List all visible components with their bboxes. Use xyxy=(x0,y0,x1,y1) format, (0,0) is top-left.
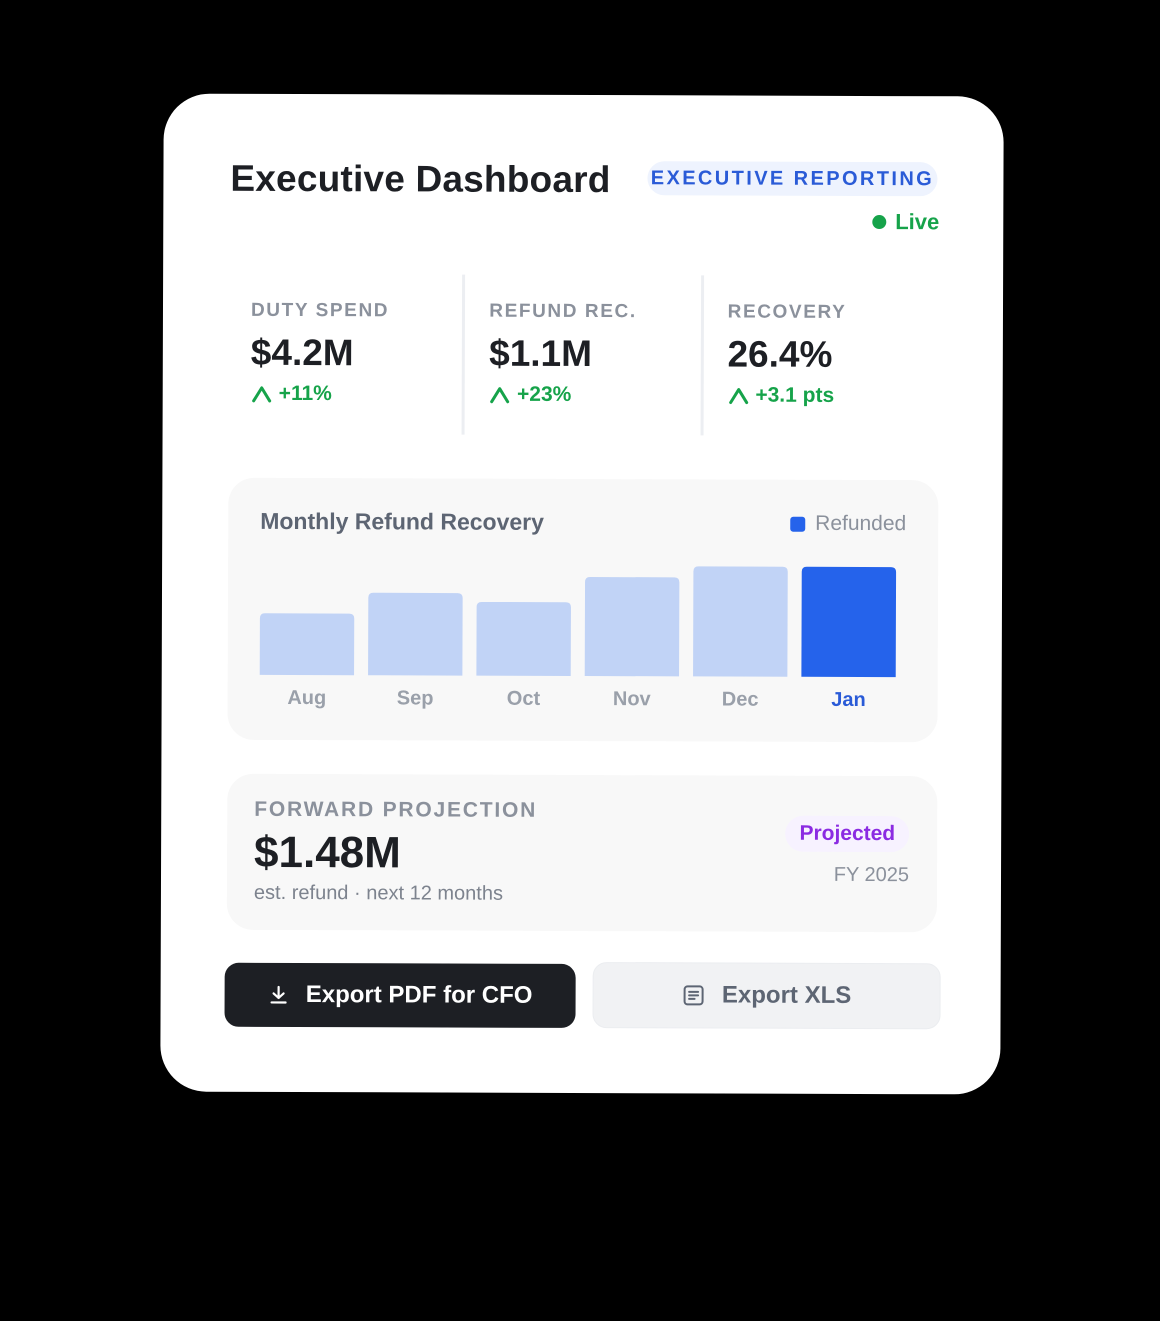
kpi-value: $1.1M xyxy=(489,332,593,375)
kpi-refund-rec: REFUND REC. $1.1M +23% xyxy=(461,274,701,436)
kpi-delta: +3.1 pts xyxy=(727,384,914,409)
dashboard-card: Executive Dashboard EXECUTIVE REPORTING … xyxy=(160,93,1004,1095)
kpi-value: 26.4% xyxy=(727,333,833,375)
kpi-recovery: RECOVERY 26.4% +3.1 pts xyxy=(700,275,940,437)
kpi-delta-value: +23% xyxy=(516,382,572,406)
projection-note: est. refund · next 12 months xyxy=(253,881,504,905)
projection-value: $1.48M xyxy=(254,827,401,878)
live-status-label: Live xyxy=(895,209,940,235)
legend-label: Refunded xyxy=(815,511,907,536)
chart-legend: Refunded xyxy=(790,512,906,536)
chart-tick-label: Jan xyxy=(831,689,866,711)
document-icon xyxy=(683,985,704,1006)
kpi-row: DUTY SPEND $4.2M +11% REFUND REC. $1.1M … xyxy=(229,274,940,437)
arrow-up-icon xyxy=(728,388,748,405)
kpi-delta-value: +3.1 pts xyxy=(755,383,835,407)
chart-tick-label: Oct xyxy=(507,688,541,710)
kpi-label: RECOVERY xyxy=(727,301,847,323)
chart-tick-label: Sep xyxy=(397,687,434,709)
kpi-delta-value: +11% xyxy=(278,381,332,406)
kpi-label: REFUND REC. xyxy=(489,300,637,323)
chart-bar-nov xyxy=(584,577,680,677)
arrow-up-icon xyxy=(252,386,272,403)
chart-title: Monthly Refund Recovery xyxy=(260,507,545,535)
projection-label: FORWARD PROJECTION xyxy=(254,797,538,822)
export-xls-button[interactable]: Export XLS xyxy=(592,962,941,1030)
chart-bar-oct xyxy=(476,601,571,676)
legend-swatch xyxy=(790,516,806,532)
chart-tick-label: Aug xyxy=(287,687,326,709)
reporting-tag: EXECUTIVE REPORTING xyxy=(647,161,938,197)
refund-bar-chart: Aug Sep Oct Nov Dec Jan xyxy=(259,566,897,711)
projection-period: FY 2025 xyxy=(833,863,910,887)
chart-tick-label: Dec xyxy=(722,688,759,710)
projected-badge: Projected xyxy=(785,815,910,853)
refund-chart-panel: Aug Sep Oct Nov Dec Jan Monthly Refund Recove… xyxy=(227,477,939,743)
kpi-delta: +11% xyxy=(251,382,438,407)
export-pdf-button[interactable]: Export PDF for CFO xyxy=(224,962,576,1028)
arrow-up-icon xyxy=(490,387,510,404)
page-title: Executive Dashboard xyxy=(230,157,611,201)
kpi-value: $4.2M xyxy=(250,331,354,374)
chart-tick-label: Nov xyxy=(613,688,652,710)
kpi-label: DUTY SPEND xyxy=(250,299,390,322)
export-xls-label: Export XLS xyxy=(721,981,852,1009)
live-status: Live xyxy=(872,209,939,235)
download-icon xyxy=(270,985,287,1004)
chart-bar-aug xyxy=(259,613,355,676)
projection-panel: FORWARD PROJECTION $1.48M est. refund · … xyxy=(226,773,938,933)
kpi-duty-spend: DUTY SPEND $4.2M +11% xyxy=(229,274,463,435)
chart-bar-sep xyxy=(368,592,463,676)
kpi-delta: +23% xyxy=(489,383,676,408)
chart-bar-jan xyxy=(801,566,897,678)
live-dot-icon xyxy=(872,215,887,230)
export-pdf-label: Export PDF for CFO xyxy=(305,981,533,1009)
chart-bar-dec xyxy=(693,566,788,677)
